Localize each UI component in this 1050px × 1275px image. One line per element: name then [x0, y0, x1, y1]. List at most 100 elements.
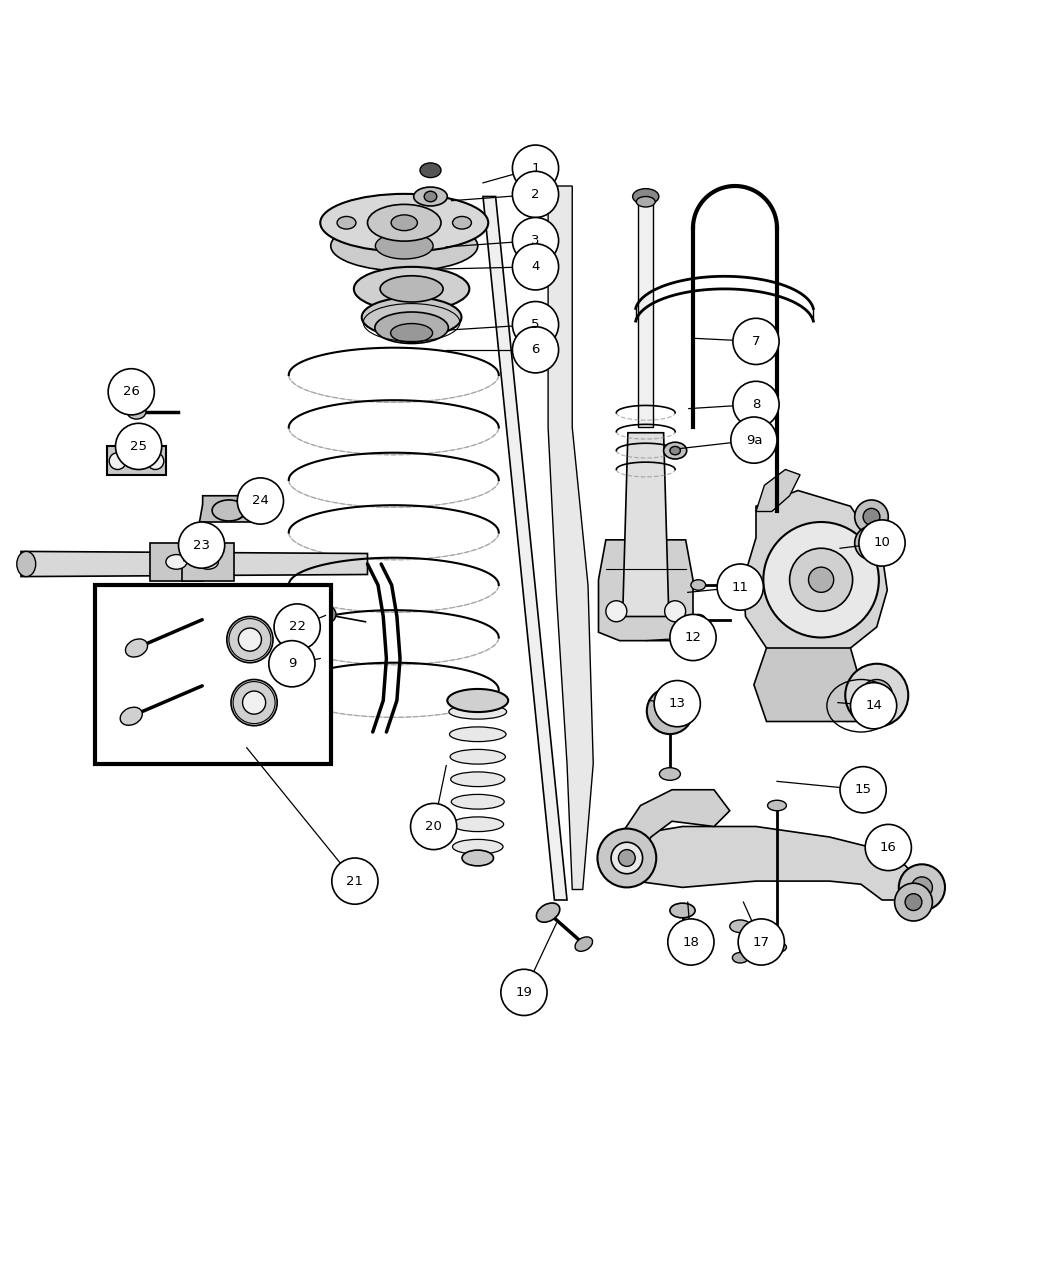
Circle shape — [850, 682, 897, 729]
Circle shape — [238, 629, 261, 652]
Ellipse shape — [380, 275, 443, 302]
Ellipse shape — [361, 297, 462, 337]
Ellipse shape — [636, 196, 655, 207]
Text: 21: 21 — [346, 875, 363, 887]
Text: 26: 26 — [123, 385, 140, 398]
Ellipse shape — [733, 952, 748, 963]
Circle shape — [116, 423, 162, 469]
Ellipse shape — [659, 768, 680, 780]
Circle shape — [237, 478, 284, 524]
Text: 1: 1 — [531, 162, 540, 175]
Circle shape — [905, 894, 922, 910]
Ellipse shape — [197, 555, 218, 569]
Circle shape — [231, 680, 277, 725]
Text: 8: 8 — [752, 398, 760, 411]
Circle shape — [109, 453, 126, 469]
Circle shape — [861, 680, 892, 711]
Ellipse shape — [691, 615, 706, 625]
Circle shape — [274, 604, 320, 650]
Circle shape — [597, 829, 656, 887]
Circle shape — [863, 509, 880, 525]
Circle shape — [606, 601, 627, 622]
Ellipse shape — [730, 921, 751, 932]
Circle shape — [659, 700, 680, 722]
Text: 9a: 9a — [746, 434, 762, 446]
Text: 14: 14 — [865, 699, 882, 713]
Circle shape — [618, 849, 635, 867]
Polygon shape — [756, 469, 800, 511]
Polygon shape — [200, 496, 258, 521]
Circle shape — [611, 843, 643, 873]
Polygon shape — [604, 826, 919, 900]
Circle shape — [845, 664, 908, 727]
Circle shape — [178, 521, 225, 569]
Circle shape — [855, 500, 888, 533]
Ellipse shape — [354, 266, 469, 311]
Text: 4: 4 — [531, 260, 540, 273]
Circle shape — [859, 520, 905, 566]
Circle shape — [332, 858, 378, 904]
Circle shape — [855, 527, 888, 560]
Ellipse shape — [768, 801, 786, 811]
Text: 2: 2 — [531, 187, 540, 201]
Polygon shape — [150, 543, 203, 581]
Ellipse shape — [391, 324, 433, 343]
Text: 23: 23 — [193, 538, 210, 552]
Circle shape — [895, 884, 932, 921]
Polygon shape — [623, 432, 669, 617]
Text: 18: 18 — [682, 936, 699, 949]
Ellipse shape — [691, 580, 706, 590]
Circle shape — [899, 864, 945, 910]
Circle shape — [147, 453, 164, 469]
Circle shape — [227, 617, 273, 663]
Ellipse shape — [449, 727, 506, 742]
Ellipse shape — [376, 233, 433, 259]
Circle shape — [512, 171, 559, 218]
Ellipse shape — [424, 191, 437, 201]
Polygon shape — [107, 446, 166, 474]
Ellipse shape — [673, 947, 692, 958]
Polygon shape — [743, 491, 887, 660]
Circle shape — [411, 803, 457, 849]
Ellipse shape — [768, 942, 786, 952]
Polygon shape — [620, 789, 730, 878]
Ellipse shape — [462, 850, 493, 866]
Polygon shape — [182, 543, 234, 581]
Ellipse shape — [575, 937, 592, 951]
Text: 24: 24 — [252, 495, 269, 507]
Ellipse shape — [420, 163, 441, 177]
Ellipse shape — [653, 700, 687, 722]
Ellipse shape — [17, 551, 36, 576]
Ellipse shape — [452, 817, 504, 831]
Circle shape — [911, 877, 932, 898]
Text: 20: 20 — [425, 820, 442, 833]
Ellipse shape — [664, 442, 687, 459]
Polygon shape — [21, 551, 367, 576]
Circle shape — [733, 319, 779, 365]
Ellipse shape — [331, 221, 478, 272]
Ellipse shape — [670, 446, 680, 455]
Text: 19: 19 — [516, 986, 532, 998]
Circle shape — [865, 825, 911, 871]
Text: 3: 3 — [531, 235, 540, 247]
Circle shape — [512, 326, 559, 372]
Circle shape — [863, 534, 880, 551]
Circle shape — [512, 244, 559, 289]
Ellipse shape — [391, 215, 418, 231]
Ellipse shape — [375, 312, 448, 343]
Ellipse shape — [368, 204, 441, 241]
Text: 22: 22 — [289, 621, 306, 634]
Circle shape — [512, 145, 559, 191]
Polygon shape — [598, 539, 693, 640]
Circle shape — [717, 564, 763, 611]
Circle shape — [654, 681, 700, 727]
Ellipse shape — [632, 189, 659, 204]
Circle shape — [269, 640, 315, 687]
Circle shape — [668, 919, 714, 965]
Circle shape — [840, 766, 886, 813]
Ellipse shape — [447, 688, 508, 711]
Ellipse shape — [320, 194, 488, 251]
Text: 16: 16 — [880, 842, 897, 854]
Polygon shape — [754, 648, 861, 722]
Circle shape — [665, 601, 686, 622]
